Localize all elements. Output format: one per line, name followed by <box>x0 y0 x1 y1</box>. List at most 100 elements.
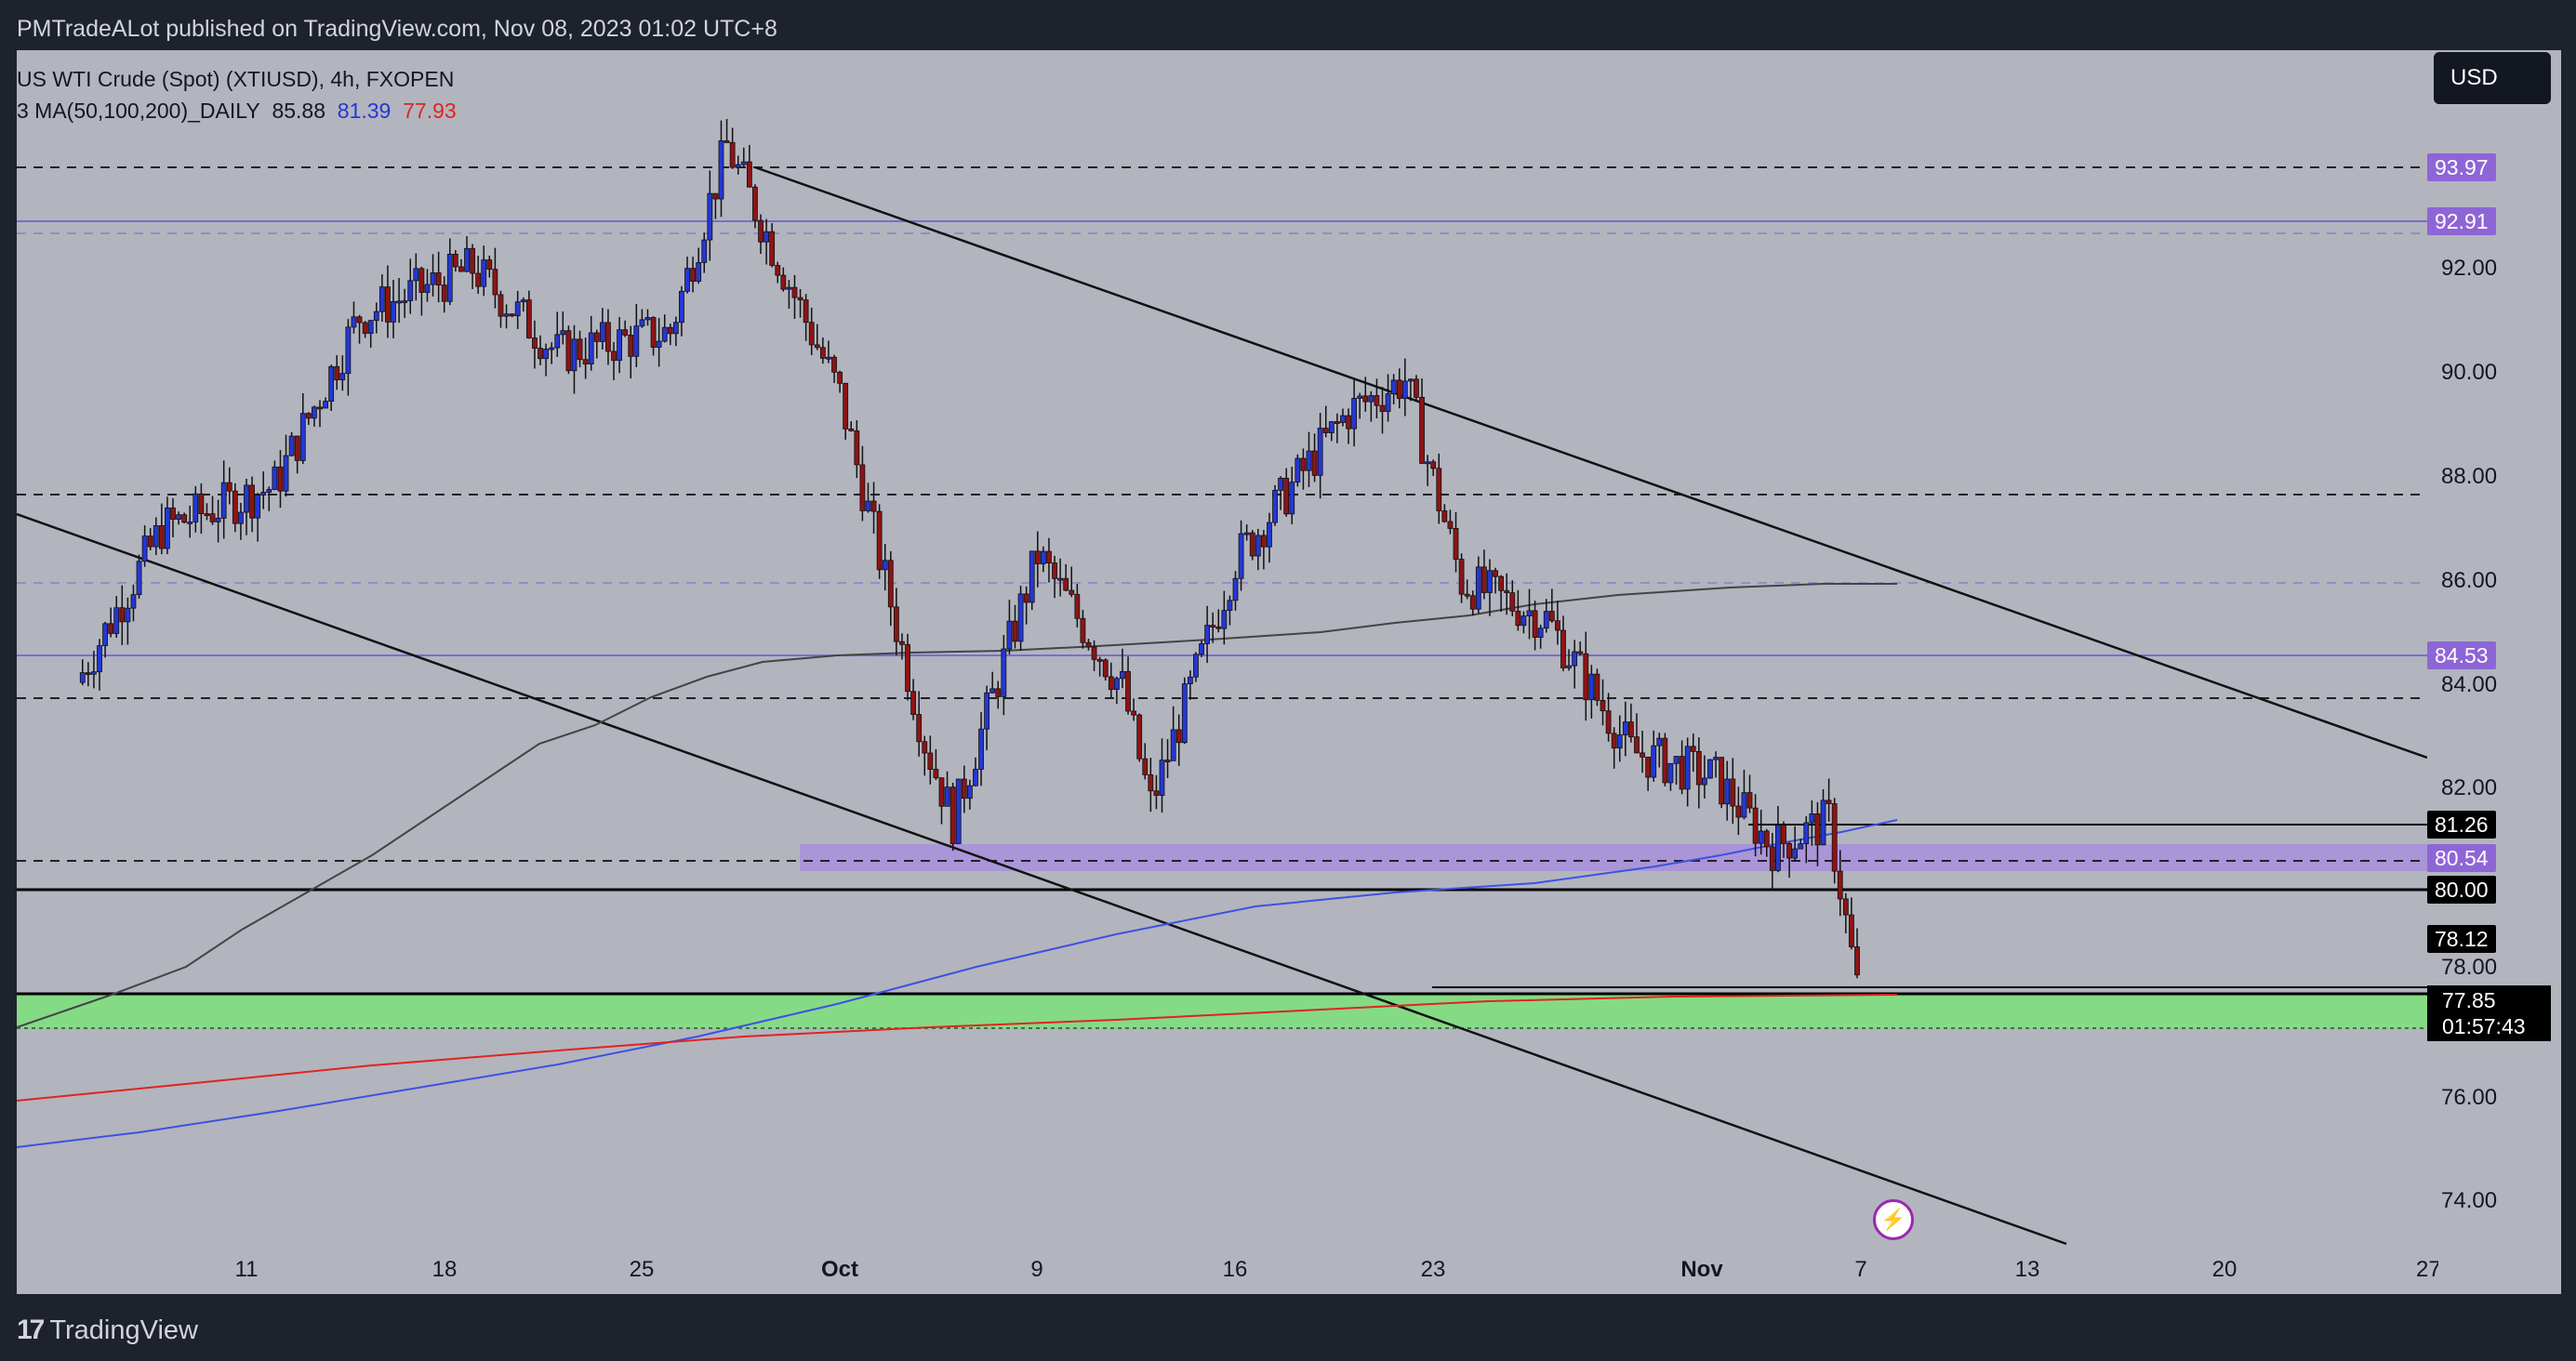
bull-candle <box>1187 676 1193 684</box>
bear-candle <box>1464 593 1470 597</box>
ma2-value: 81.39 <box>337 99 392 123</box>
bull-candle <box>1425 461 1431 465</box>
bear-candle <box>922 741 928 754</box>
bull-candle <box>1385 393 1391 413</box>
time-tick: 11 <box>234 1257 259 1282</box>
tradingview-logo[interactable]: 17 TradingView <box>17 1315 198 1346</box>
bear-candle <box>791 286 798 298</box>
bull-candle <box>396 300 402 304</box>
bull-candle <box>1351 398 1358 429</box>
bear-candle <box>565 330 572 372</box>
bull-candle <box>288 435 295 456</box>
bull-candle <box>1243 532 1250 535</box>
time-tick: Nov <box>1680 1257 1723 1282</box>
bull-candle <box>1368 395 1374 403</box>
bull-candle <box>1707 759 1713 779</box>
bear-candle <box>1142 758 1149 775</box>
bull-candle <box>554 334 561 349</box>
bull-candle <box>826 356 831 360</box>
bull-candle <box>984 692 990 730</box>
bear-candle <box>899 641 905 645</box>
bear-candle <box>1396 379 1402 400</box>
chart-panel[interactable] <box>17 50 2561 1294</box>
bull-candle <box>944 786 950 807</box>
brand-name: TradingView <box>49 1315 198 1345</box>
bear-candle <box>486 259 493 271</box>
bear-candle <box>1628 721 1634 738</box>
bull-candle <box>407 280 414 301</box>
bear-candle <box>910 691 917 715</box>
bull-candle <box>882 560 888 571</box>
green-zone <box>17 995 2427 1028</box>
currency-button[interactable]: USD <box>2434 52 2551 104</box>
bear-candle <box>317 406 323 410</box>
bull-candle <box>413 268 419 282</box>
bear-candle <box>1125 670 1131 712</box>
bull-candle <box>656 340 662 348</box>
bull-candle <box>1272 490 1278 523</box>
lower-trendline <box>17 512 2067 1246</box>
bull-candle <box>1713 757 1719 760</box>
publish-info: PMTradeALot published on TradingView.com… <box>17 16 777 42</box>
bear-candle <box>532 337 538 349</box>
ma200-line <box>17 994 1898 1102</box>
bull-candle <box>1684 746 1691 790</box>
bear-candle <box>1458 559 1465 595</box>
bear-candle <box>650 317 657 348</box>
bull-candle <box>764 231 769 243</box>
bear-candle <box>949 786 956 844</box>
last-price-box: 77.85 01:57:43 <box>2427 985 2551 1041</box>
bull-candle <box>1006 620 1013 650</box>
bull-candle <box>503 313 510 317</box>
bull-candle <box>1543 611 1549 629</box>
bull-candle <box>701 239 708 263</box>
bear-candle <box>470 247 475 274</box>
bear-candle <box>611 350 617 362</box>
bear-candle <box>1453 527 1459 560</box>
bull-candle <box>684 268 690 292</box>
bull-candle <box>176 514 181 520</box>
time-tick: 23 <box>1420 1257 1446 1282</box>
bull-candle <box>391 301 396 323</box>
bear-candle <box>1481 566 1487 593</box>
bull-candle <box>97 645 102 673</box>
bull-candle <box>464 247 470 272</box>
bull-candle <box>978 728 984 770</box>
bear-candle <box>1560 629 1566 668</box>
bull-candle <box>1537 628 1544 638</box>
bear-candle <box>1752 807 1759 844</box>
bull-candle <box>1526 610 1533 617</box>
bull-candle <box>1390 379 1397 395</box>
bear-candle <box>492 269 498 296</box>
ma-legend[interactable]: 3 MA(50,100,200)_DAILY 85.88 81.39 77.93 <box>17 95 457 126</box>
bull-candle <box>1295 457 1301 483</box>
time-tick: 7 <box>1854 1257 1867 1282</box>
bull-candle <box>549 347 555 350</box>
bear-candle <box>277 466 284 492</box>
bull-candle <box>1255 535 1261 557</box>
lightning-icon[interactable]: ⚡ <box>1873 1199 1914 1240</box>
price-tick: 88.00 <box>2441 464 2498 489</box>
tv-logo-icon: 17 <box>17 1315 45 1345</box>
bear-candle <box>797 297 803 301</box>
bear-candle <box>1504 589 1510 594</box>
bull-candle <box>740 161 747 165</box>
time-tick: 9 <box>1030 1257 1043 1282</box>
bear-candle <box>1023 593 1029 603</box>
symbol-title[interactable]: US WTI Crude (Spot) (XTIUSD), 4h, FXOPEN <box>17 67 455 91</box>
bear-candle <box>961 778 967 799</box>
bull-candle <box>283 455 289 492</box>
bear-candle <box>1283 477 1290 515</box>
bull-candle <box>973 769 978 786</box>
bear-candle <box>525 299 532 338</box>
bull-candle <box>1113 678 1120 691</box>
bear-candle <box>933 769 939 779</box>
bull-candle <box>955 778 962 844</box>
bull-candle <box>238 511 244 524</box>
bear-candle <box>1334 421 1340 424</box>
bear-candle <box>690 268 696 283</box>
bull-candle <box>588 332 594 364</box>
bull-candle <box>1566 665 1572 668</box>
bear-candle <box>1131 710 1137 716</box>
